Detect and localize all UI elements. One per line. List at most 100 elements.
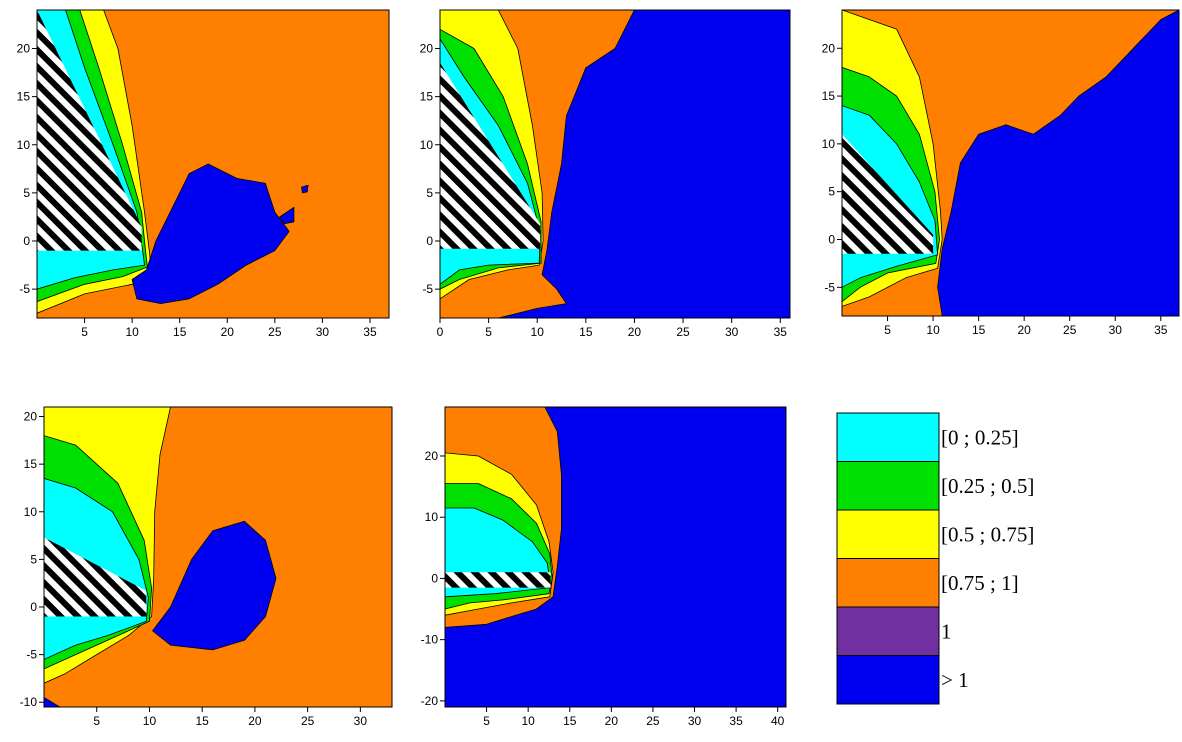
x-tick-label: 20 [605, 714, 619, 728]
x-tick-label: 30 [725, 325, 739, 339]
x-tick-label: 5 [81, 325, 88, 339]
contour-region [279, 206, 295, 225]
plot-frame [43, 406, 393, 708]
legend-swatch [836, 558, 940, 608]
x-tick-label: 15 [563, 714, 577, 728]
y-tick-label: 0 [23, 234, 30, 248]
y-tick-label: 0 [828, 233, 835, 247]
x-tick-label: 10 [521, 714, 535, 728]
y-tick-label: 15 [17, 90, 31, 104]
chart-panel-top-right: 5 10 15 20 25 30 35 -5 0 5 10 15 20 [822, 9, 1180, 337]
plot-area [37, 10, 389, 318]
legend-swatch [836, 606, 940, 656]
plot-area [440, 10, 790, 318]
plot-area [44, 407, 392, 707]
legend-label: [0.5 ; 0.75] [941, 522, 1034, 546]
plot-frame [439, 9, 791, 319]
y-tick-label: 5 [828, 185, 835, 199]
x-tick-label: 5 [93, 714, 100, 728]
x-tick-label: 15 [196, 714, 210, 728]
y-tick-label: 15 [24, 457, 38, 471]
hatched-obstacle [445, 572, 551, 588]
legend-label: > 1 [941, 668, 969, 692]
x-tick-label: 35 [774, 325, 788, 339]
y-tick-label: 20 [17, 42, 31, 56]
y-tick-label: -10 [421, 633, 439, 647]
x-tick-label: 30 [1109, 323, 1123, 337]
contour-region [131, 163, 290, 305]
chart-panel-bottom-middle: 5 10 15 20 25 30 35 40 -20 -10 0 10 20 [421, 406, 787, 728]
legend-label: [0 ; 0.25] [941, 425, 1019, 449]
contour-region [937, 10, 1179, 316]
legend: [0 ; 0.25] [0.25 ; 0.5] [0.5 ; 0.75] [0.75 … [836, 412, 1034, 705]
x-tick-label: 25 [301, 714, 315, 728]
x-tick-label: 10 [143, 714, 157, 728]
y-tick-label: -5 [19, 282, 30, 296]
x-tick-label: 10 [531, 325, 545, 339]
x-tick-label: 30 [354, 714, 368, 728]
x-tick-label: 5 [483, 714, 490, 728]
y-tick-label: 10 [425, 510, 439, 524]
x-tick-label: 10 [926, 323, 940, 337]
y-tick-label: 5 [426, 186, 433, 200]
y-tick-label: -10 [20, 695, 38, 709]
x-tick-label: 0 [437, 325, 444, 339]
plot-area [445, 407, 786, 707]
y-tick-label: 5 [23, 186, 30, 200]
x-tick-label: 25 [268, 325, 282, 339]
x-tick-label: 35 [363, 325, 377, 339]
legend-label: [0.75 ; 1] [941, 571, 1019, 595]
y-tick-label: 20 [24, 410, 38, 424]
legend-swatch [836, 509, 940, 559]
y-tick-label: -5 [824, 280, 835, 294]
x-tick-label: 25 [1063, 323, 1077, 337]
x-tick-label: 20 [1017, 323, 1031, 337]
y-tick-label: -20 [421, 694, 439, 708]
y-tick-label: 15 [420, 90, 434, 104]
legend-swatch [836, 461, 940, 511]
hatched-obstacle [440, 62, 541, 249]
x-tick-label: 35 [1154, 323, 1168, 337]
hatched-obstacle [37, 10, 142, 251]
chart-panel-top-middle: 0 5 10 15 20 25 30 35 -5 0 5 10 15 20 [420, 9, 791, 339]
x-tick-label: 30 [316, 325, 330, 339]
x-tick-label: 5 [485, 325, 492, 339]
y-tick-label: 0 [431, 571, 438, 585]
x-tick-label: 15 [972, 323, 986, 337]
legend-label: 1 [941, 619, 952, 643]
contour-region [301, 184, 309, 194]
hatched-obstacle [842, 134, 934, 254]
legend-swatch [836, 655, 940, 705]
y-tick-label: -5 [26, 648, 37, 662]
x-tick-label: 20 [628, 325, 642, 339]
y-tick-label: 20 [822, 41, 836, 55]
y-tick-label: -5 [422, 282, 433, 296]
chart-panel-top-left: 5 10 15 20 25 30 35 -5 0 5 10 15 20 [17, 9, 390, 339]
plot-frame [36, 9, 390, 319]
y-tick-label: 10 [17, 138, 31, 152]
y-tick-label: 10 [420, 138, 434, 152]
plot-area [842, 10, 1179, 316]
legend-swatch [836, 412, 940, 462]
chart-panel-bottom-left: 5 10 15 20 25 30 -10 -5 0 5 10 15 20 [20, 406, 393, 728]
x-tick-label: 20 [221, 325, 235, 339]
x-tick-label: 15 [173, 325, 187, 339]
hatched-obstacle [44, 537, 147, 617]
y-tick-label: 5 [30, 552, 37, 566]
y-tick-label: 10 [24, 505, 38, 519]
plot-frame [444, 406, 787, 708]
x-tick-label: 10 [125, 325, 139, 339]
y-tick-label: 15 [822, 89, 836, 103]
x-tick-label: 15 [579, 325, 593, 339]
y-tick-label: 20 [425, 449, 439, 463]
x-tick-label: 30 [688, 714, 702, 728]
contour-region [152, 520, 277, 651]
legend-label: [0.25 ; 0.5] [941, 474, 1034, 498]
x-tick-label: 40 [771, 714, 785, 728]
x-tick-label: 20 [248, 714, 262, 728]
x-tick-label: 25 [676, 325, 690, 339]
y-tick-label: 20 [420, 42, 434, 56]
contour-region [44, 697, 61, 707]
